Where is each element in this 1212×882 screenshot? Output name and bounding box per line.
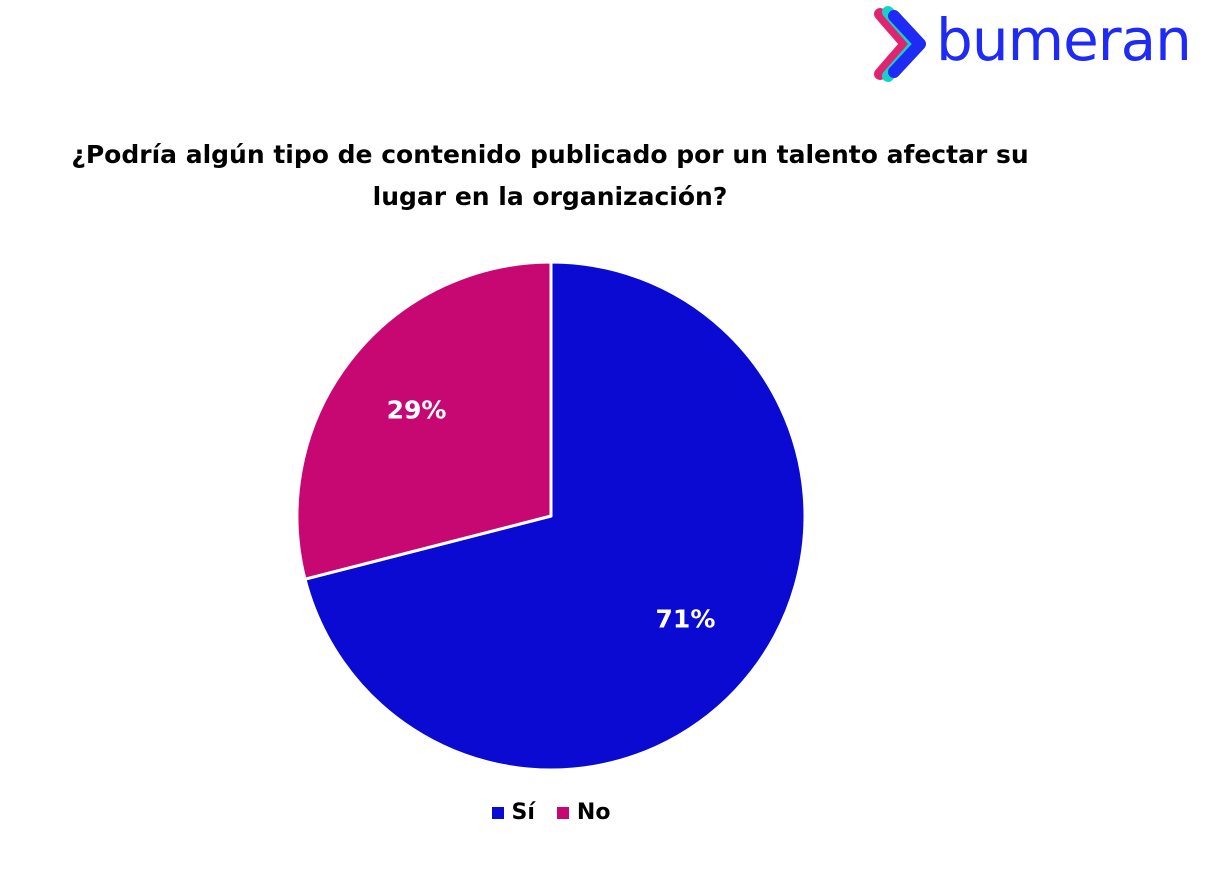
legend-label-si: Sí	[511, 800, 535, 825]
bumeran-wordmark: bumeran	[936, 6, 1192, 74]
data-label-no: 29%	[387, 396, 447, 425]
chart-title-line-1: ¿Podría algún tipo de contenido publicad…	[71, 140, 1029, 169]
legend-swatch-si	[491, 806, 504, 819]
chart-legend: Sí No	[0, 800, 1102, 825]
pie-slice-si	[303, 260, 807, 772]
data-label-si: 71%	[656, 604, 716, 633]
legend-swatch-no	[556, 806, 569, 819]
pie-slice-no	[295, 260, 553, 581]
chart-title: ¿Podría algún tipo de contenido publicad…	[40, 134, 1060, 218]
bumeran-chevron-icon	[874, 6, 926, 82]
legend-label-no: No	[576, 800, 611, 825]
chart-title-line-2: lugar en la organización?	[372, 182, 728, 211]
legend-item-si: Sí	[491, 800, 535, 825]
bumeran-logo: bumeran	[872, 4, 1208, 84]
legend-item-no: No	[556, 800, 611, 825]
